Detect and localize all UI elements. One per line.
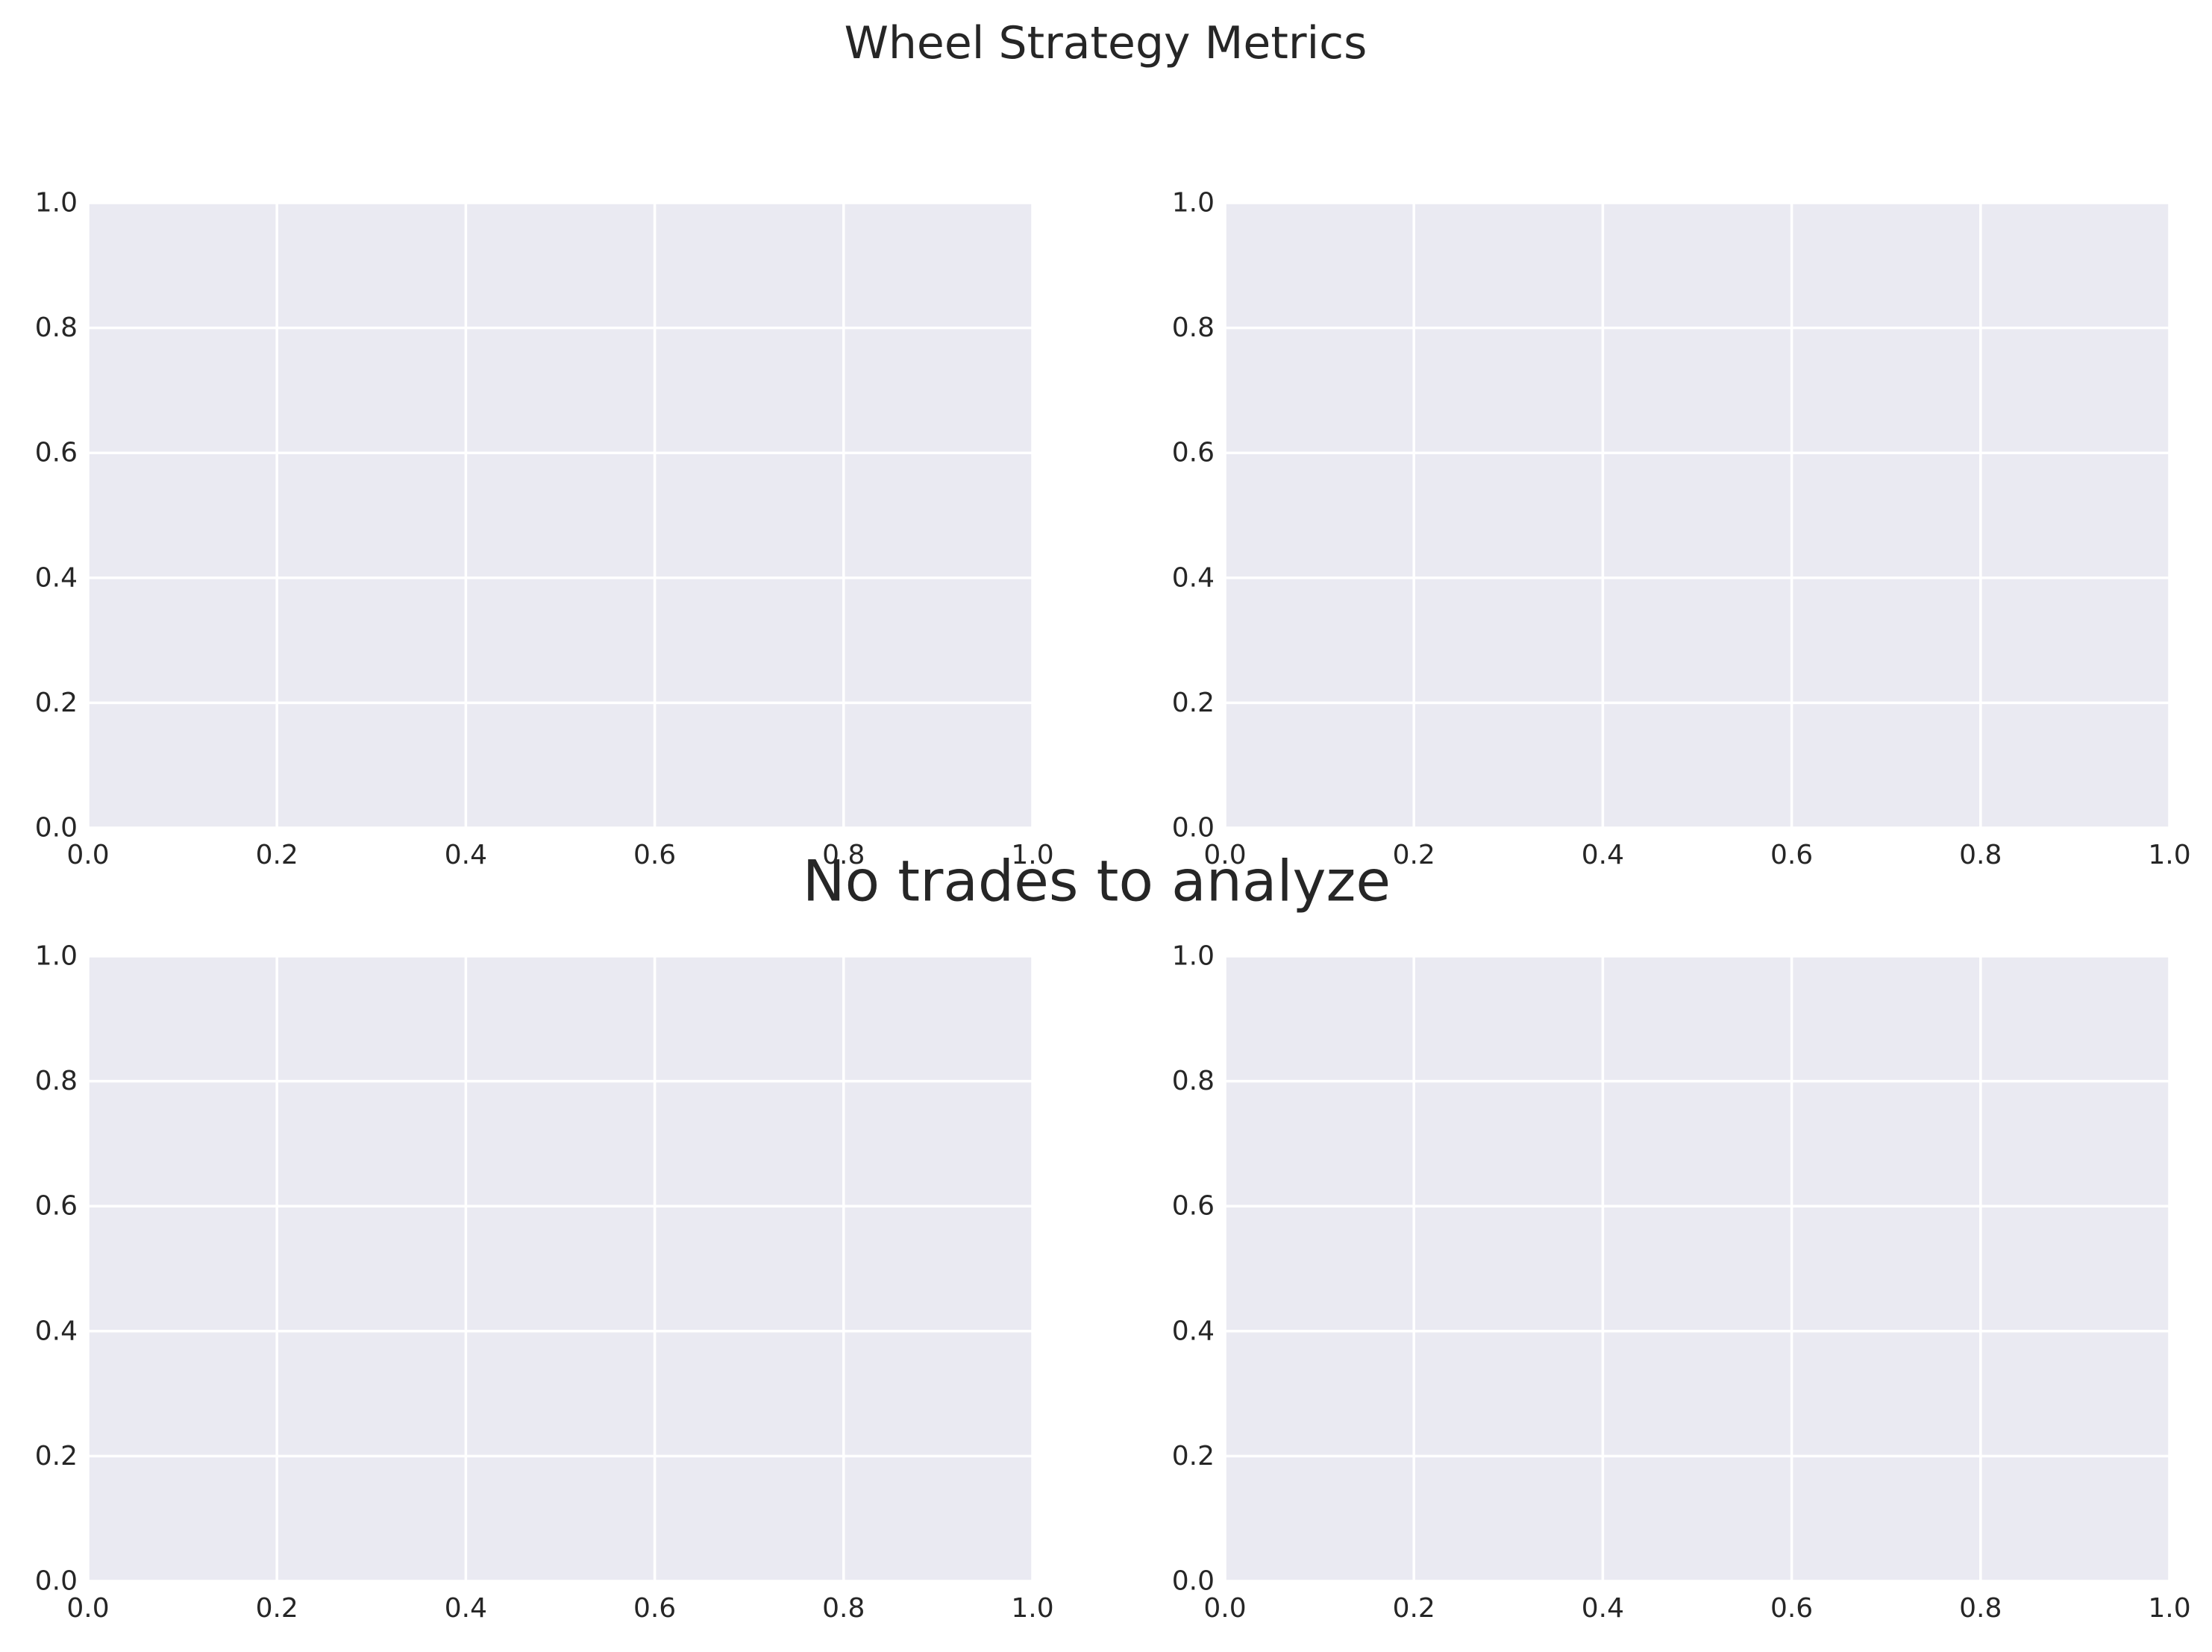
y-tick-label: 0.8 xyxy=(1172,1066,1215,1096)
y-tick-label: 0.2 xyxy=(35,688,78,718)
y-tick-label: 1.0 xyxy=(35,188,78,219)
y-tick-label: 0.6 xyxy=(35,438,78,468)
x-tick-label: 0.8 xyxy=(1959,1593,2002,1624)
y-tick-label: 0.6 xyxy=(1172,1191,1215,1222)
x-tick-label: 1.0 xyxy=(1011,840,1053,870)
y-tick-label: 0.4 xyxy=(1172,1316,1215,1346)
x-tick-label: 0.2 xyxy=(256,1593,298,1624)
y-tick-label: 0.0 xyxy=(35,813,78,844)
y-tick-label: 0.8 xyxy=(1172,313,1215,343)
x-tick-label: 0.6 xyxy=(1770,840,1813,870)
x-tick-label: 0.6 xyxy=(633,1593,676,1624)
y-tick-label: 1.0 xyxy=(35,941,78,972)
x-tick-label: 0.4 xyxy=(445,840,487,870)
y-tick-label: 0.8 xyxy=(35,1066,78,1096)
y-tick-label: 0.4 xyxy=(35,1316,78,1346)
x-tick-label: 0.0 xyxy=(1203,1593,1246,1624)
x-tick-label: 0.6 xyxy=(1770,1593,1813,1624)
x-tick-label: 0.4 xyxy=(1582,840,1624,870)
x-tick-label: 0.4 xyxy=(1582,1593,1624,1624)
x-tick-label: 0.4 xyxy=(445,1593,487,1624)
figure-suptitle: Wheel Strategy Metrics xyxy=(845,17,1367,69)
y-tick-label: 0.4 xyxy=(1172,562,1215,593)
y-tick-label: 0.2 xyxy=(1172,1441,1215,1472)
x-tick-label: 0.0 xyxy=(66,1593,109,1624)
x-tick-label: 0.0 xyxy=(66,840,109,870)
x-tick-label: 0.2 xyxy=(256,840,298,870)
axes-bottom-right: 0.0 0.2 0.4 0.6 0.8 1.0 0.0 0.2 0.4 0.6 0.8 1.0 xyxy=(1172,941,2191,1624)
axes-background xyxy=(88,956,1033,1581)
axes-background xyxy=(88,203,1033,828)
axes-top-right: 0.0 0.2 0.4 0.6 0.8 1.0 0.0 0.2 0.4 0.6 0.8 1.0 xyxy=(1172,188,2191,871)
no-trades-message: No trades to analyze xyxy=(803,848,1391,914)
x-tick-label: 0.8 xyxy=(822,1593,865,1624)
x-tick-label: 1.0 xyxy=(2148,840,2190,870)
y-tick-label: 1.0 xyxy=(1172,941,1215,972)
axes-top-left: 0.0 0.2 0.4 0.6 0.8 1.0 0.0 0.2 0.4 0.6 0.8 1.0 xyxy=(35,188,1054,871)
y-tick-label: 0.6 xyxy=(35,1191,78,1222)
x-tick-label: 0.6 xyxy=(633,840,676,870)
y-tick-label: 0.6 xyxy=(1172,438,1215,468)
y-tick-label: 0.0 xyxy=(35,1566,78,1597)
subplot-grid: 0.0 0.2 0.4 0.6 0.8 1.00.00.20.40.60.81.00.0 0… xyxy=(35,188,2191,1624)
y-tick-label: 0.0 xyxy=(1172,813,1215,844)
x-tick-label: 0.2 xyxy=(1393,1593,1435,1624)
y-tick-label: 0.4 xyxy=(35,562,78,593)
y-tick-label: 0.8 xyxy=(35,313,78,343)
y-tick-label: 0.0 xyxy=(1172,1566,1215,1597)
x-tick-label: 0.8 xyxy=(822,840,865,870)
x-tick-label: 1.0 xyxy=(2148,1593,2190,1624)
axes-background xyxy=(1225,956,2169,1581)
x-tick-label: 0.0 xyxy=(1203,840,1246,870)
y-tick-label: 0.2 xyxy=(35,1441,78,1472)
x-tick-label: 0.8 xyxy=(1959,840,2002,870)
y-tick-label: 0.2 xyxy=(1172,688,1215,718)
x-tick-label: 0.2 xyxy=(1393,840,1435,870)
x-tick-label: 1.0 xyxy=(1011,1593,1053,1624)
axes-background xyxy=(1225,203,2169,828)
axes-bottom-left: 0.0 0.2 0.4 0.6 0.8 1.0 0.0 0.2 0.4 0.6 0.8 1.0 xyxy=(35,941,1054,1624)
y-tick-label: 1.0 xyxy=(1172,188,1215,219)
